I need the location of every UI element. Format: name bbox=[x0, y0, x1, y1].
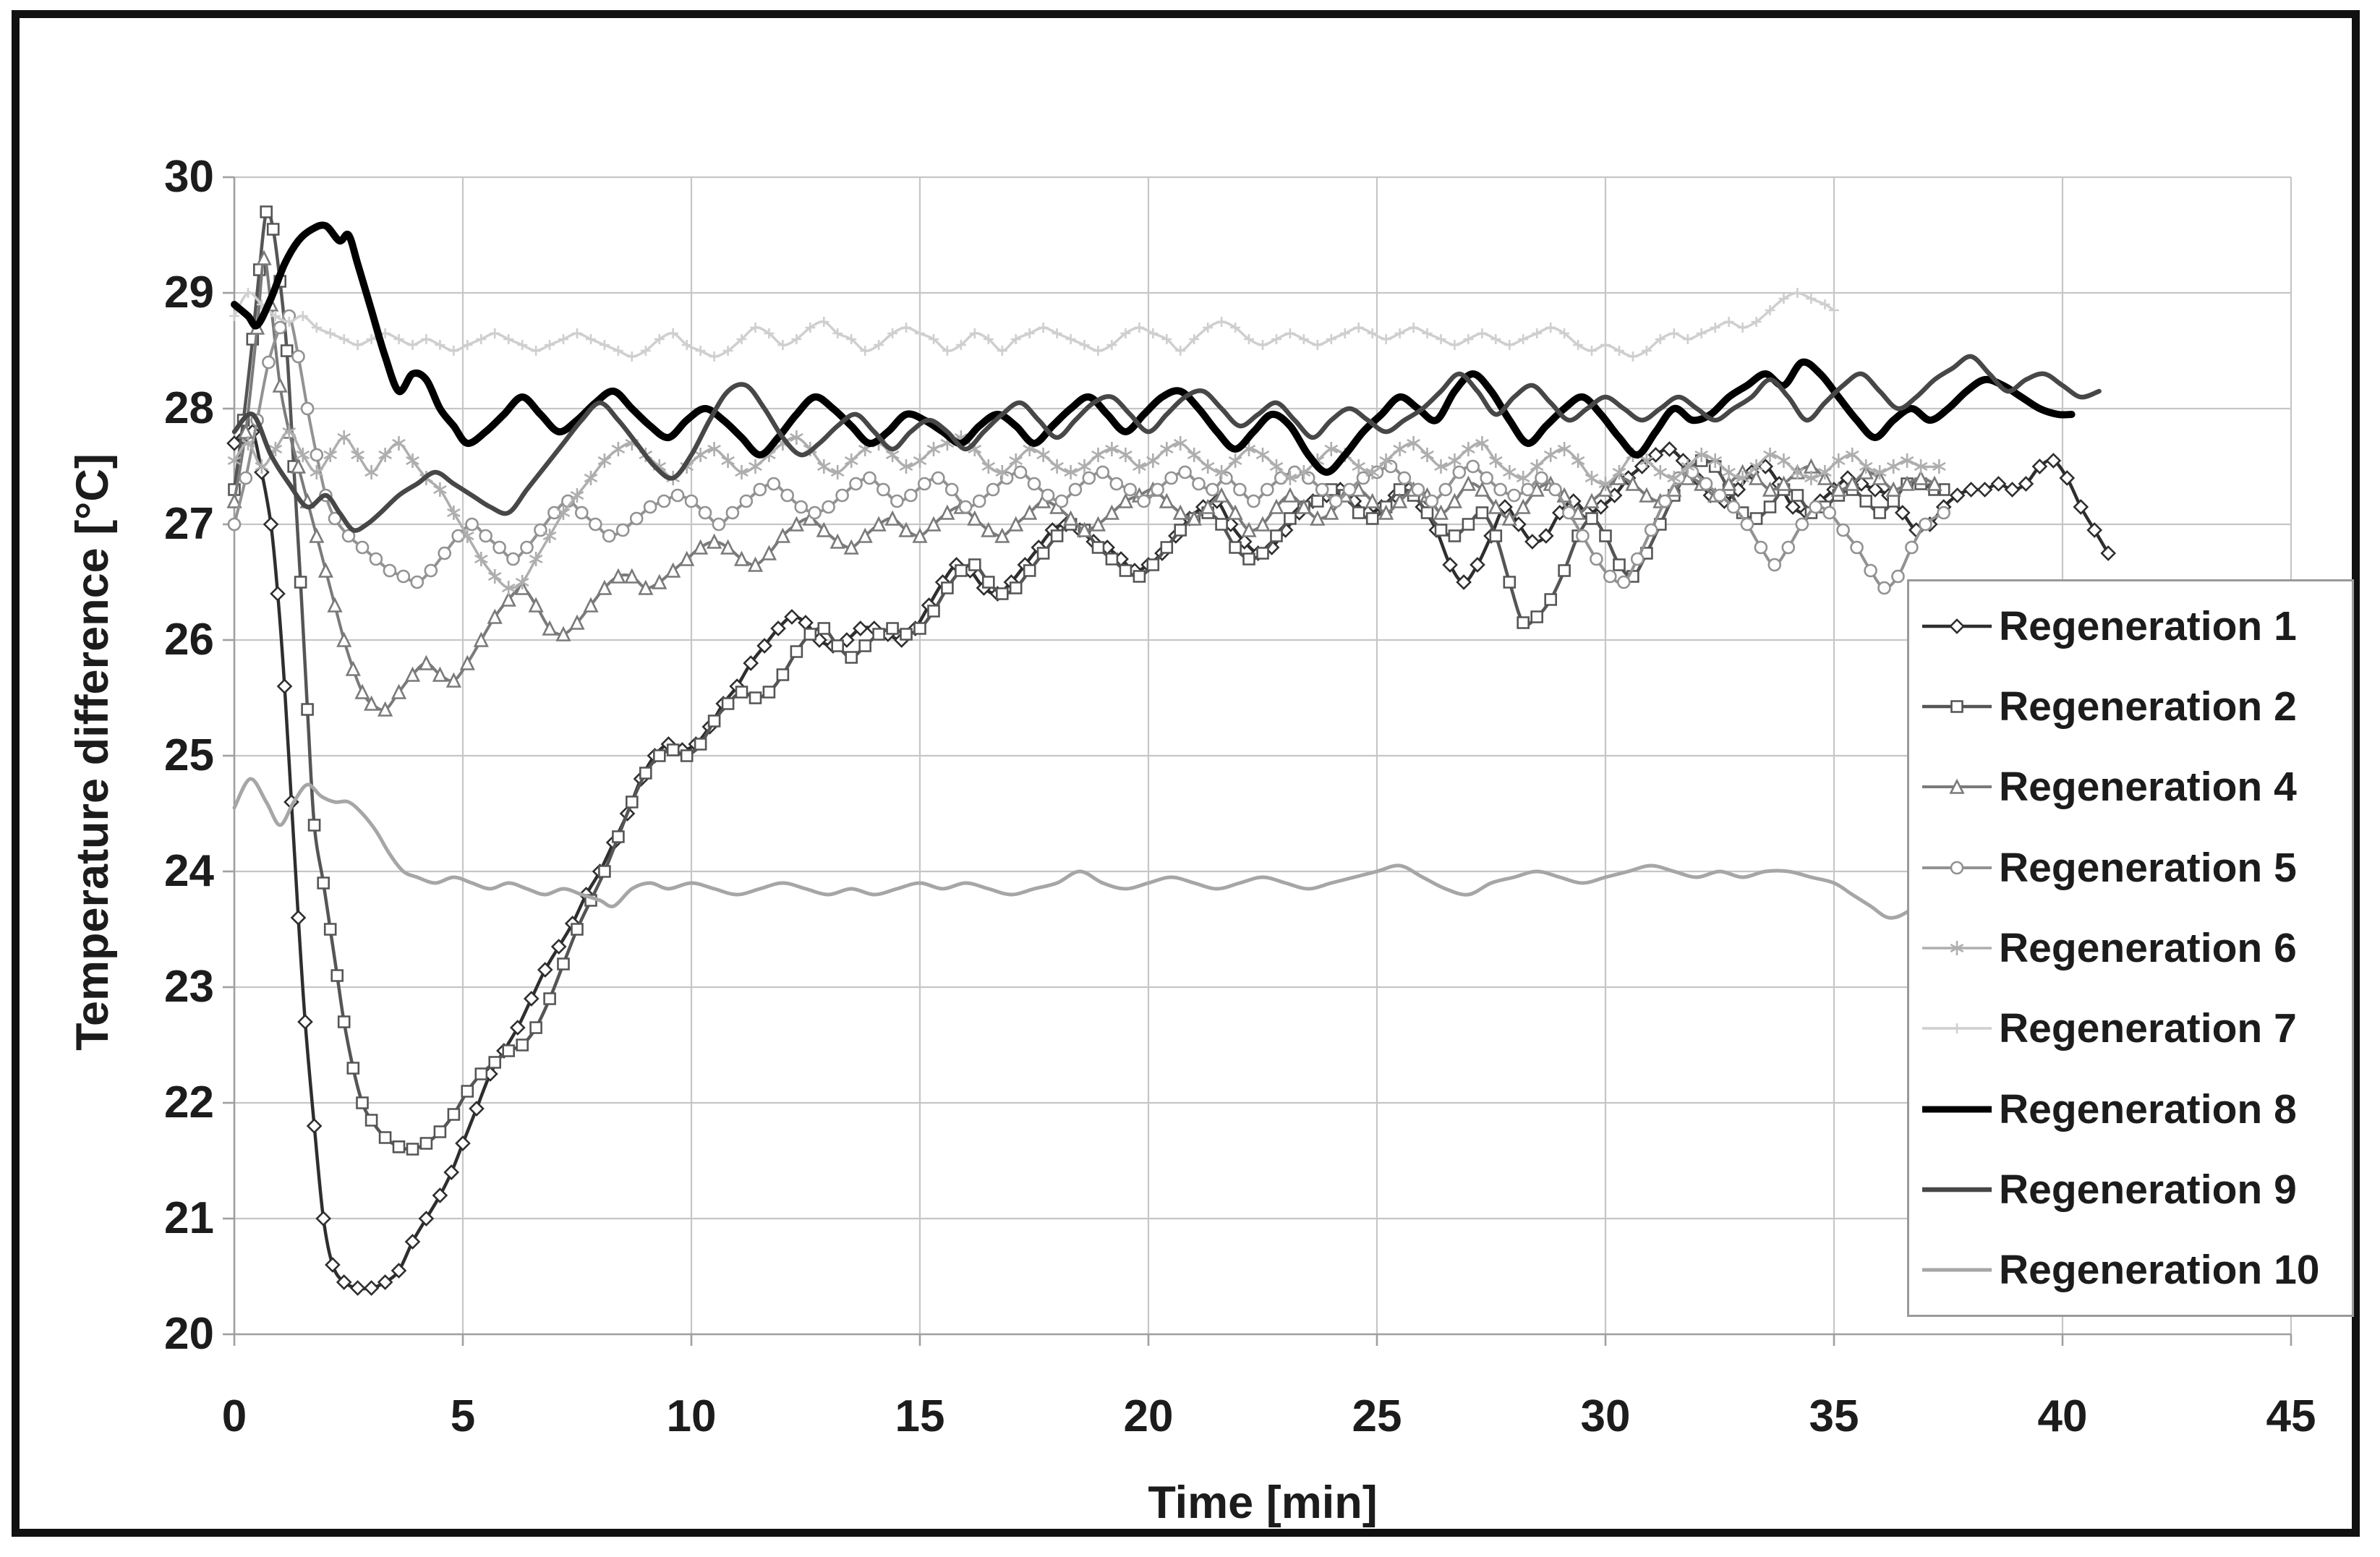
x-axis-title: Time [min] bbox=[1148, 1477, 1378, 1528]
y-tick-label: 21 bbox=[164, 1193, 214, 1243]
legend-swatch bbox=[1922, 700, 1992, 713]
legend-label: Regeneration 5 bbox=[1999, 844, 2297, 891]
legend-item: Regeneration 4 bbox=[1919, 748, 2352, 826]
x-tick-label: 10 bbox=[666, 1391, 717, 1441]
y-tick-label: 22 bbox=[164, 1078, 214, 1127]
legend-label: Regeneration 8 bbox=[1999, 1085, 2297, 1132]
legend-item: Regeneration 2 bbox=[1919, 667, 2352, 746]
series-line-7 bbox=[231, 221, 2076, 476]
legend-item: Regeneration 9 bbox=[1919, 1151, 2352, 1229]
x-tick-label: 25 bbox=[1352, 1391, 1402, 1441]
y-tick-label: 24 bbox=[164, 846, 214, 896]
legend-swatch bbox=[1922, 1106, 1992, 1113]
legend-swatch bbox=[1922, 618, 1992, 634]
legend-box: Regeneration 1 Regeneration 2 Regeneration… bbox=[1907, 579, 2354, 1317]
y-tick-label: 26 bbox=[164, 615, 214, 665]
series-markers-5 bbox=[227, 425, 1946, 595]
legend-swatch bbox=[1922, 778, 1992, 795]
legend-item: Regeneration 7 bbox=[1919, 989, 2352, 1067]
series-line-8 bbox=[231, 354, 2102, 533]
x-tick-label: 0 bbox=[221, 1391, 247, 1441]
legend-item: Regeneration 1 bbox=[1919, 587, 2352, 665]
series-markers-4 bbox=[227, 309, 1951, 595]
series-line-6 bbox=[233, 291, 1835, 358]
x-tick-label: 5 bbox=[450, 1391, 476, 1441]
legend-swatch bbox=[1922, 1187, 1992, 1193]
x-tick-label: 40 bbox=[2037, 1391, 2088, 1441]
y-tick-label: 29 bbox=[164, 268, 214, 317]
y-tick-label: 20 bbox=[164, 1309, 214, 1359]
legend-swatch bbox=[1922, 1268, 1992, 1272]
series-line-9 bbox=[232, 777, 1955, 920]
series-markers-6 bbox=[229, 288, 1839, 362]
y-tick-label: 23 bbox=[164, 962, 214, 1012]
legend-item: Regeneration 6 bbox=[1919, 909, 2352, 987]
series-line-2 bbox=[232, 208, 1945, 1151]
legend-swatch bbox=[1922, 861, 1992, 874]
legend-label: Regeneration 9 bbox=[1999, 1166, 2297, 1213]
x-tick-label: 20 bbox=[1123, 1391, 1174, 1441]
legend-item: Regeneration 10 bbox=[1919, 1231, 2352, 1309]
legend-label: Regeneration 4 bbox=[1999, 764, 2297, 811]
y-tick-label: 30 bbox=[164, 152, 214, 202]
legend-label: Regeneration 10 bbox=[1999, 1247, 2320, 1294]
legend-label: Regeneration 1 bbox=[1999, 602, 2297, 649]
legend-swatch bbox=[1922, 1023, 1992, 1034]
y-tick-label: 27 bbox=[164, 499, 214, 549]
legend-label: Regeneration 6 bbox=[1999, 924, 2297, 971]
legend-label: Regeneration 7 bbox=[1999, 1005, 2297, 1052]
y-tick-label: 28 bbox=[164, 383, 214, 433]
legend-swatch bbox=[1922, 940, 1992, 955]
x-tick-label: 30 bbox=[1580, 1391, 1631, 1441]
y-tick-label: 25 bbox=[164, 730, 214, 780]
series-line-4 bbox=[233, 313, 1945, 590]
x-tick-label: 35 bbox=[1809, 1391, 1859, 1441]
series-markers-3 bbox=[226, 249, 1942, 717]
x-tick-label: 15 bbox=[895, 1391, 945, 1441]
legend-item: Regeneration 5 bbox=[1919, 829, 2352, 907]
legend-item: Regeneration 8 bbox=[1919, 1070, 2352, 1148]
x-tick-label: 45 bbox=[2266, 1391, 2316, 1441]
legend-label: Regeneration 2 bbox=[1999, 683, 2297, 730]
